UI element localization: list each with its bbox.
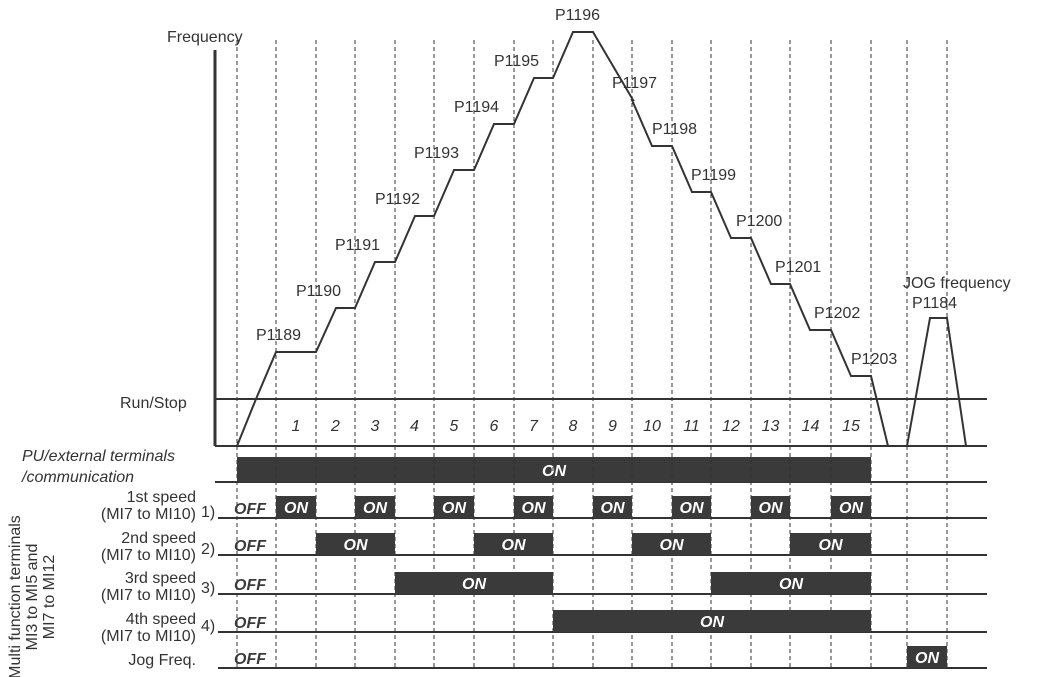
row-1-on-bar-3 [434, 496, 474, 518]
row-3-name: 3rd speed [125, 570, 196, 587]
step-number-3: 3 [371, 418, 380, 435]
row-4-on-bar-1 [553, 610, 871, 632]
param-label-p1194: P1194 [454, 99, 499, 116]
param-label-p1196: P1196 [555, 7, 600, 24]
step-number-12: 12 [722, 418, 740, 435]
row-1-off: OFF [234, 501, 267, 518]
row-2-on-label-3: ON [660, 537, 684, 554]
side-label-line2: MI3 to MI5 and [24, 544, 41, 651]
row-3-on-bar-2 [711, 572, 871, 594]
row-1-on-label-7: ON [759, 500, 783, 517]
step-number-11: 11 [683, 418, 700, 435]
side-label: Multi function terminals MI3 to MI5 and … [7, 515, 58, 677]
row-4-index: 4) [201, 618, 215, 635]
frequency-curve [236, 31, 889, 447]
row-4-sub: (MI7 to MI10) [101, 628, 196, 645]
row-1-on-bar-8 [831, 496, 871, 518]
step-number-6: 6 [490, 418, 499, 435]
row-2-on-label-2: ON [502, 537, 526, 554]
row-3-on-label-2: ON [779, 576, 803, 593]
step-number-9: 9 [608, 418, 617, 435]
row-1-on-label-6: ON [680, 500, 704, 517]
row-1-on-label-1: ON [284, 500, 308, 517]
row-2-name: 2nd speed [121, 530, 196, 547]
row-2-sub: (MI7 to MI10) [101, 547, 196, 564]
step-number-1: 1 [292, 418, 301, 435]
row-4-off: OFF [234, 615, 267, 632]
side-label-line1: Multi function terminals [7, 515, 24, 677]
param-label-p1193: P1193 [414, 145, 459, 162]
param-label-p1203: P1203 [851, 351, 897, 368]
param-label-p1195: P1195 [494, 53, 539, 70]
side-label-line3: MI7 to MI12 [41, 555, 58, 640]
param-label-p1200: P1200 [736, 213, 782, 230]
run-stop-label: Run/Stop [120, 395, 187, 412]
row-1-on-bar-4 [514, 496, 553, 518]
row-3-on-label-1: ON [462, 576, 486, 593]
row-1-on-label-2: ON [363, 500, 387, 517]
row-1-on-bar-6 [672, 496, 711, 518]
row-1-on-label-8: ON [839, 500, 863, 517]
step-number-14: 14 [802, 418, 820, 435]
row-2-on-label-1: ON [344, 537, 368, 554]
jog-param-label: P1184 [912, 295, 957, 312]
row-2-on-bar-2 [474, 533, 553, 555]
row-5-off: OFF [234, 651, 267, 668]
pu-on-bar [237, 457, 871, 482]
row-5-name: Jog Freq. [128, 652, 196, 669]
step-number-7: 7 [529, 418, 539, 435]
param-label-p1201: P1201 [775, 259, 821, 276]
y-axis-label: Frequency [167, 29, 243, 46]
param-label-p1189: P1189 [256, 327, 301, 344]
param-label-p1190: P1190 [296, 283, 341, 300]
row-2-on-bar-4 [790, 533, 871, 555]
row-2-index: 2) [201, 541, 215, 558]
row-5-on-bar-1 [907, 646, 947, 668]
row-1-on-bar-1 [276, 496, 316, 518]
row-3-index: 3) [201, 580, 215, 597]
row-2-on-label-4: ON [819, 537, 843, 554]
param-label-p1197: P1197 [612, 75, 657, 92]
row-1-on-bar-2 [355, 496, 395, 518]
row-1-index: 1) [201, 504, 215, 521]
pu-on-label: ON [542, 463, 566, 480]
pu-label-line2: /communication [21, 469, 134, 486]
param-label-p1202: P1202 [814, 305, 860, 322]
dynamic-layer: P1189 P1190 P1191 P1192 P1193 P1194 P1195 P1196… [101, 7, 987, 669]
row-1-on-bar-7 [751, 496, 790, 518]
pu-label-line1: PU/external terminals [22, 448, 175, 465]
step-number-4: 4 [410, 418, 419, 435]
row-1-on-label-3: ON [442, 500, 466, 517]
row-4-name: 4th speed [126, 611, 196, 628]
row-4-on-label-1: ON [700, 614, 724, 631]
step-number-10: 10 [643, 418, 661, 435]
row-1-on-label-5: ON [601, 500, 625, 517]
row-1-on-bar-5 [593, 496, 632, 518]
row-3-sub: (MI7 to MI10) [101, 587, 196, 604]
row-2-on-bar-1 [316, 533, 395, 555]
param-label-p1199: P1199 [691, 167, 736, 184]
step-number-15: 15 [842, 418, 860, 435]
step-number-8: 8 [569, 418, 578, 435]
param-label-p1198: P1198 [652, 121, 697, 138]
param-label-p1191: P1191 [335, 237, 380, 254]
row-1-sub: (MI7 to MI10) [101, 506, 196, 523]
row-3-off: OFF [234, 577, 267, 594]
jog-curve [906, 317, 967, 447]
step-number-2: 2 [330, 418, 340, 435]
row-5-on-label-1: ON [915, 650, 939, 667]
step-number-5: 5 [450, 418, 459, 435]
row-3-on-bar-1 [395, 572, 553, 594]
row-1-on-label-4: ON [522, 500, 546, 517]
row-1-name: 1st speed [127, 489, 196, 506]
row-2-off: OFF [234, 538, 267, 555]
step-number-13: 13 [762, 418, 780, 435]
param-label-p1192: P1192 [375, 191, 420, 208]
jog-title: JOG frequency [903, 275, 1011, 292]
row-2-on-bar-3 [632, 533, 711, 555]
